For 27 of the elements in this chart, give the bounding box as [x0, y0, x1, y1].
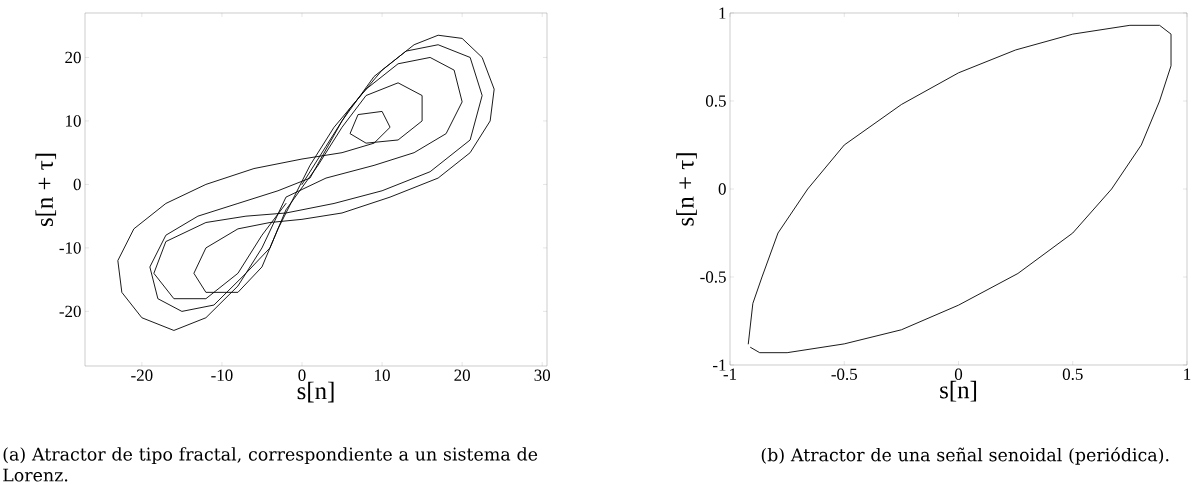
x-tick-label: 1 — [1184, 368, 1191, 380]
x-tick-label: 30 — [534, 369, 551, 381]
x-axis-title: s[n] — [297, 381, 334, 403]
line-series — [747, 24, 1172, 354]
x-axis-title: s[n] — [940, 380, 977, 402]
y-tick-label: -0.5 — [700, 271, 726, 283]
text: (b) Atractor de una señal senoidal (periódica). — [761, 447, 1169, 465]
x-tick-label: -0.5 — [831, 368, 858, 381]
x-tick-label: -20 — [131, 369, 153, 381]
y-tick-label: 20 — [65, 51, 81, 64]
y-axis-title: s[n + τ] — [35, 153, 57, 227]
y-tick-label: 0 — [718, 183, 726, 195]
y-tick-label: -1 — [713, 359, 726, 371]
x-tick-label: -10 — [211, 369, 233, 381]
x-tick-label: 0 — [954, 368, 963, 380]
text: (a) Atractor de tipo fractal, correspondiente a un sistema de Lorenz. — [3, 447, 538, 482]
y-tick-label: -10 — [59, 242, 81, 254]
x-tick-label: 20 — [454, 369, 470, 381]
x-tick-label: 0.5 — [1062, 368, 1083, 381]
y-tick-label: 1 — [719, 7, 726, 19]
y-axis-title: s[n + τ] — [676, 153, 697, 226]
y-tick-label: 0 — [73, 178, 81, 191]
x-tick-label: 10 — [375, 369, 390, 381]
y-tick-label: 0.5 — [705, 95, 726, 107]
y-tick-label: 10 — [66, 115, 81, 127]
x-tick-label: 0 — [298, 369, 306, 381]
y-tick-label: -20 — [59, 305, 81, 318]
